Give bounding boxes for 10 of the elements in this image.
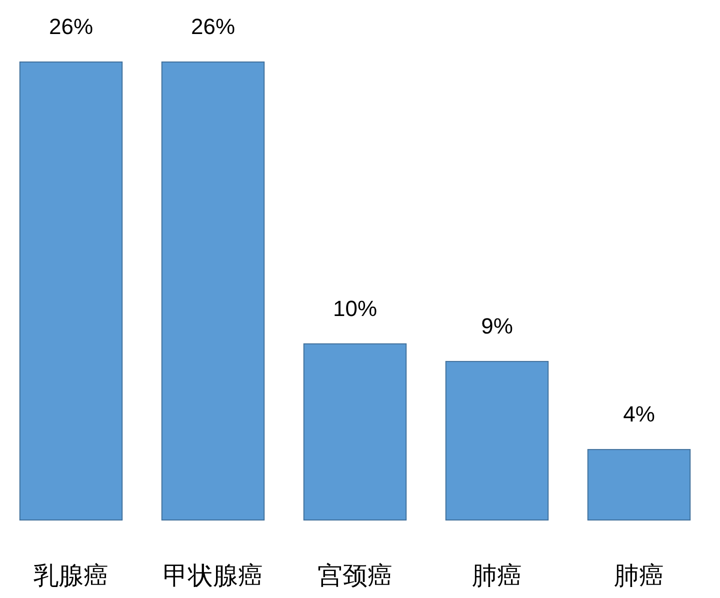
x-tick-label: 肺癌 — [614, 562, 664, 590]
data-label: 26% — [190, 14, 236, 39]
x-tick-label: 甲状腺癌 — [163, 562, 263, 590]
data-label: 4% — [623, 402, 655, 427]
data-label: 10% — [332, 296, 378, 321]
x-tick-label: 宫颈癌 — [318, 562, 392, 590]
x-tick-label: 乳腺癌 — [34, 562, 108, 590]
x-tick-label: 肺癌 — [472, 562, 522, 590]
data-label: 26% — [48, 14, 94, 39]
data-label: 9% — [481, 313, 513, 338]
